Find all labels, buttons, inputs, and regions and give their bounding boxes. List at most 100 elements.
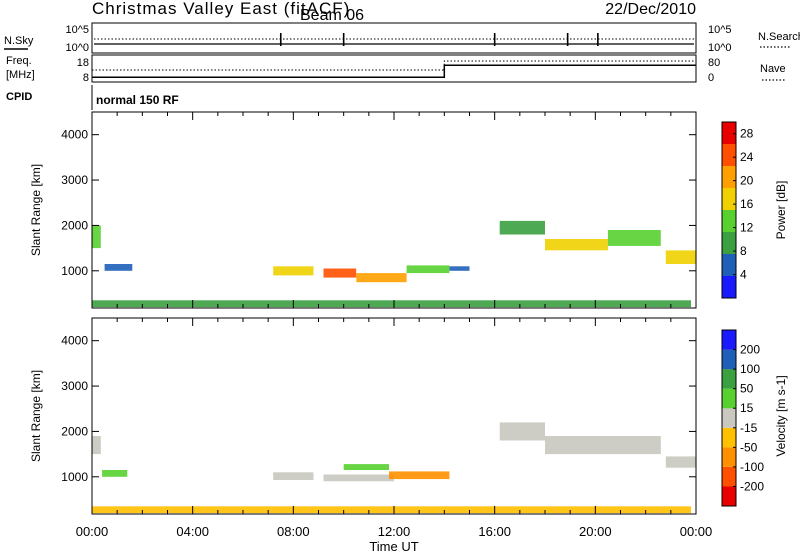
power-y-tick-label: 2000 [61,218,88,232]
x-tick-label: 08:00 [277,524,310,539]
velocity-scatter-region [273,472,314,480]
nave-tick-lo: 0 [708,72,714,84]
power-colorbar: 4 8 12 16 20 24 28 [721,121,754,299]
velocity-y-tick-label: 2000 [61,424,88,438]
colorbar-swatch [722,330,736,350]
cpid-value: normal 150 RF [96,93,179,107]
velocity-scatter-region [92,506,691,514]
nave-tick-hi: 80 [708,57,720,69]
colorbar-swatch [722,122,736,144]
count-tick-hi-right: 10^5 [708,24,732,36]
power-scatter-region [273,266,314,276]
colorbar-swatch [722,427,736,448]
freq-label-1: Freq. [6,55,32,67]
velocity-x-ticks [91,318,697,514]
colorbar-tick-label: 8 [740,244,747,258]
freq-series [92,64,696,78]
colorbar-tick-label: 15 [740,401,754,415]
colorbar-swatch [722,486,736,506]
power-regions [92,220,696,308]
velocity-colorbar: 200 100 50 15 -15 -50 -100 -200 [721,329,764,507]
date-label: 22/Dec/2010 [605,1,696,18]
x-tick-label: 16:00 [478,524,511,539]
velocity-scatter-region [545,436,661,455]
colorbar-tick-label: -100 [740,460,764,474]
colorbar-frame [721,329,737,507]
colorbar-swatch [722,349,736,370]
velocity-scatter-region [389,471,450,480]
colorbar-tick-label: 50 [740,382,754,396]
colorbar-tick-label: 20 [740,174,754,188]
power-colorbar-label: Power [dB] [774,181,788,240]
x-tick-label: 00:00 [680,524,713,539]
nave-series [92,60,696,71]
power-scatter-region [406,265,450,274]
velocity-scatter-region [92,436,101,455]
colorbar-swatch [722,447,736,467]
power-scatter-region [92,225,101,249]
colorbar-tick-label: 16 [740,197,754,211]
velocity-scatter-region [323,474,394,482]
power-x-ticks [91,112,697,308]
colorbar-swatch [722,188,736,210]
velocity-scatter-region [102,470,128,477]
colorbar-tick-label: -50 [740,440,758,454]
velocity-panel-frame [91,317,697,515]
colorbar-swatch [722,254,736,276]
power-scatter-region [323,268,357,278]
colorbar-swatch [722,232,736,254]
power-scatter-region [356,273,407,283]
count-spikes [279,33,599,46]
velocity-scatter-region [665,456,696,468]
count-tick-lo-left: 10^0 [65,42,89,54]
colorbar-swatch [722,166,736,188]
power-y-axis-label: Slant Range [km] [29,164,43,256]
count-tick-hi-left: 10^5 [65,24,89,36]
power-y-tick-label: 1000 [61,264,88,278]
power-scatter-region [92,300,691,308]
power-scatter-region [499,220,545,235]
power-scatter-region [545,239,608,251]
colorbar-swatch [722,369,736,389]
colorbar-tick-label: 12 [740,221,754,235]
colorbar-tick-label: 24 [740,150,754,164]
colorbar-swatch [722,388,736,409]
chart-title: Christmas Valley East (fitACF) [92,0,350,18]
velocity-y-ticks: 1000 2000 3000 4000 [61,334,696,484]
colorbar-swatch [722,210,736,232]
velocity-y-tick-label: 1000 [61,470,88,484]
power-scatter-region [665,250,696,264]
power-scatter-region [104,264,133,271]
colorbar-swatch [722,276,736,298]
power-scatter-region [449,266,470,271]
colorbar-tick-label: -15 [740,421,758,435]
velocity-y-tick-label: 3000 [61,379,88,393]
velocity-regions [92,422,696,514]
cpid-label: CPID [6,91,32,103]
colorbar-swatch [722,144,736,166]
colorbar-tick-label: -200 [740,479,764,493]
nsearch-label: N.Search [758,31,800,43]
velocity-y-axis-label: Slant Range [km] [29,370,43,462]
power-scatter-region [607,230,661,246]
velocity-scatter-region [343,464,389,470]
power-y-ticks: 1000 2000 3000 4000 [61,128,696,278]
colorbar-tick-label: 100 [740,362,760,376]
x-tick-label: 00:00 [76,524,109,539]
colorbar-swatch [722,466,736,487]
count-panel [91,22,697,54]
velocity-scatter-region [499,422,545,441]
power-panel: 1000 2000 3000 4000 Slant Range [km] [29,111,697,309]
velocity-colorbar-label: Velocity [m s-1] [774,375,788,456]
nsky-label: N.Sky [4,35,34,47]
colorbar-swatch [722,408,736,428]
velocity-panel: 1000 2000 3000 4000 Slant Range [km] [29,317,697,515]
colorbar-frame [721,121,737,299]
x-tick-label: 04:00 [176,524,209,539]
freq-tick-lo: 8 [83,72,89,84]
x-tick-label: 12:00 [378,524,411,539]
beam-label: Beam 06 [300,7,364,24]
nave-label: Nave [760,63,786,75]
freq-label-2: [MHz] [6,69,35,81]
